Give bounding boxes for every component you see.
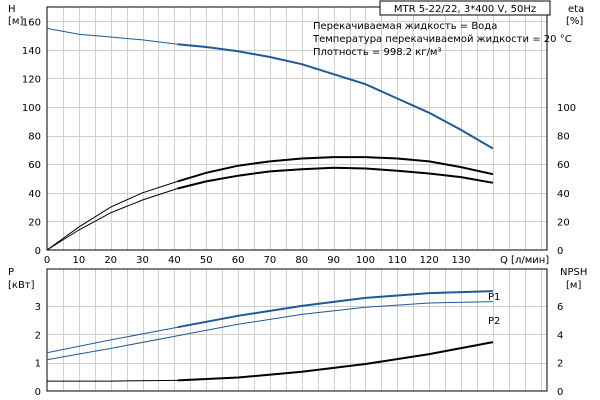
top-right-tick-label: 100: [557, 103, 576, 114]
top-left-tick-label: 140: [22, 46, 41, 57]
bottom-series-1-line: [46, 301, 493, 361]
top-left-axis-symbol: H: [8, 4, 16, 15]
x-tick-label: 10: [72, 255, 85, 266]
bottom-left-tick-label: 0: [35, 387, 41, 398]
top-left-tick-label: 20: [28, 217, 41, 228]
bottom-right-axis-unit: [м]: [566, 280, 581, 291]
model-label: MTR 5-22/22, 3*400 V, 50Hz: [394, 4, 536, 15]
top-series-0-thick-line: [177, 43, 494, 150]
top-series-0-thin-line: [46, 27, 178, 45]
top-right-tick-label: 40: [557, 189, 570, 200]
top-left-tick-label: 80: [28, 132, 41, 143]
top-plot-frame: [46, 6, 548, 251]
x-tick-label: 30: [136, 255, 149, 266]
annotation-density: Плотность = 998.2 кг/м³: [313, 47, 442, 58]
bottom-left-tick-label: 3: [35, 302, 41, 313]
bottom-left-axis-unit: [кВт]: [8, 280, 35, 291]
x-tick-label: 110: [388, 255, 407, 266]
bottom-left-axis-symbol: P: [8, 267, 14, 278]
top-left-tick-label: 0: [35, 246, 41, 257]
x-tick-label: 60: [232, 255, 245, 266]
top-curves: [46, 27, 494, 251]
x-tick-label: 70: [264, 255, 277, 266]
top-right-axis-unit: [%]: [566, 16, 583, 27]
bottom-right-tick-label: 2: [557, 359, 563, 370]
x-tick-label: 80: [295, 255, 308, 266]
bottom-series-2-thin-line: [47, 379, 178, 382]
x-tick-label: 40: [168, 255, 181, 266]
bottom-right-tick-label: 6: [557, 302, 563, 313]
x-tick-label: 90: [327, 255, 340, 266]
top-series-2-thick-line: [177, 166, 494, 190]
bottom-left-tick-label: 1: [35, 359, 41, 370]
top-right-tick-label: 60: [557, 160, 570, 171]
bottom-tick-labels: 0 1 2 3 0 2 4 6: [35, 302, 564, 398]
x-tick-label: 0: [44, 255, 50, 266]
series-label-p2: P2: [488, 316, 500, 327]
bottom-plot-frame: [46, 268, 548, 392]
top-right-tick-label: 0: [557, 246, 563, 257]
top-grid: [47, 7, 547, 250]
x-tick-label: 20: [104, 255, 117, 266]
x-axis-label: Q [л/мин]: [500, 255, 549, 266]
top-tick-labels: 0 20 40 60 80 100 120 140 160 0 20 40 60 80 100 0 10 20 30…: [22, 17, 576, 266]
bottom-series-0-thin-line: [46, 326, 178, 354]
top-series-1-thick-line: [177, 156, 494, 183]
x-tick-label: 120: [420, 255, 439, 266]
model-label-box: [379, 0, 551, 16]
bottom-series-0-thick-line: [177, 290, 493, 329]
top-left-axis-unit: [м]: [8, 16, 23, 27]
x-tick-label: 100: [356, 255, 375, 266]
top-right-tick-label: 20: [557, 217, 570, 228]
bottom-left-tick-label: 2: [35, 330, 41, 341]
top-left-tick-label: 160: [22, 17, 41, 28]
top-left-tick-label: 100: [22, 103, 41, 114]
x-tick-label: 130: [451, 255, 470, 266]
bottom-right-tick-label: 4: [557, 330, 563, 341]
top-series-2-thin-line: [46, 188, 178, 251]
bottom-panel: P [кВт] NPSH [м] 0 1 2 3 0 2 4 6 P1 P2: [8, 267, 587, 398]
top-right-axis-symbol: eta: [568, 4, 584, 15]
x-tick-label: 50: [200, 255, 213, 266]
bottom-right-axis-symbol: NPSH: [560, 267, 587, 278]
bottom-right-tick-label: 0: [557, 387, 563, 398]
top-left-tick-label: 120: [22, 74, 41, 85]
series-label-p1: P1: [488, 292, 500, 303]
top-right-tick-label: 80: [557, 132, 570, 143]
top-left-tick-label: 40: [28, 189, 41, 200]
top-series-1-thin-line: [46, 180, 178, 251]
annotation-liquid: Перекачиваемая жидкость = Вода: [313, 21, 497, 32]
annotation-temperature: Температура перекачиваемой жидкости = 20…: [312, 34, 572, 45]
bottom-series-2-thick-line: [177, 341, 494, 382]
top-panel: MTR 5-22/22, 3*400 V, 50Hz Перекачиваема…: [8, 0, 584, 266]
top-left-tick-label: 60: [28, 160, 41, 171]
bottom-curves: [46, 290, 494, 382]
